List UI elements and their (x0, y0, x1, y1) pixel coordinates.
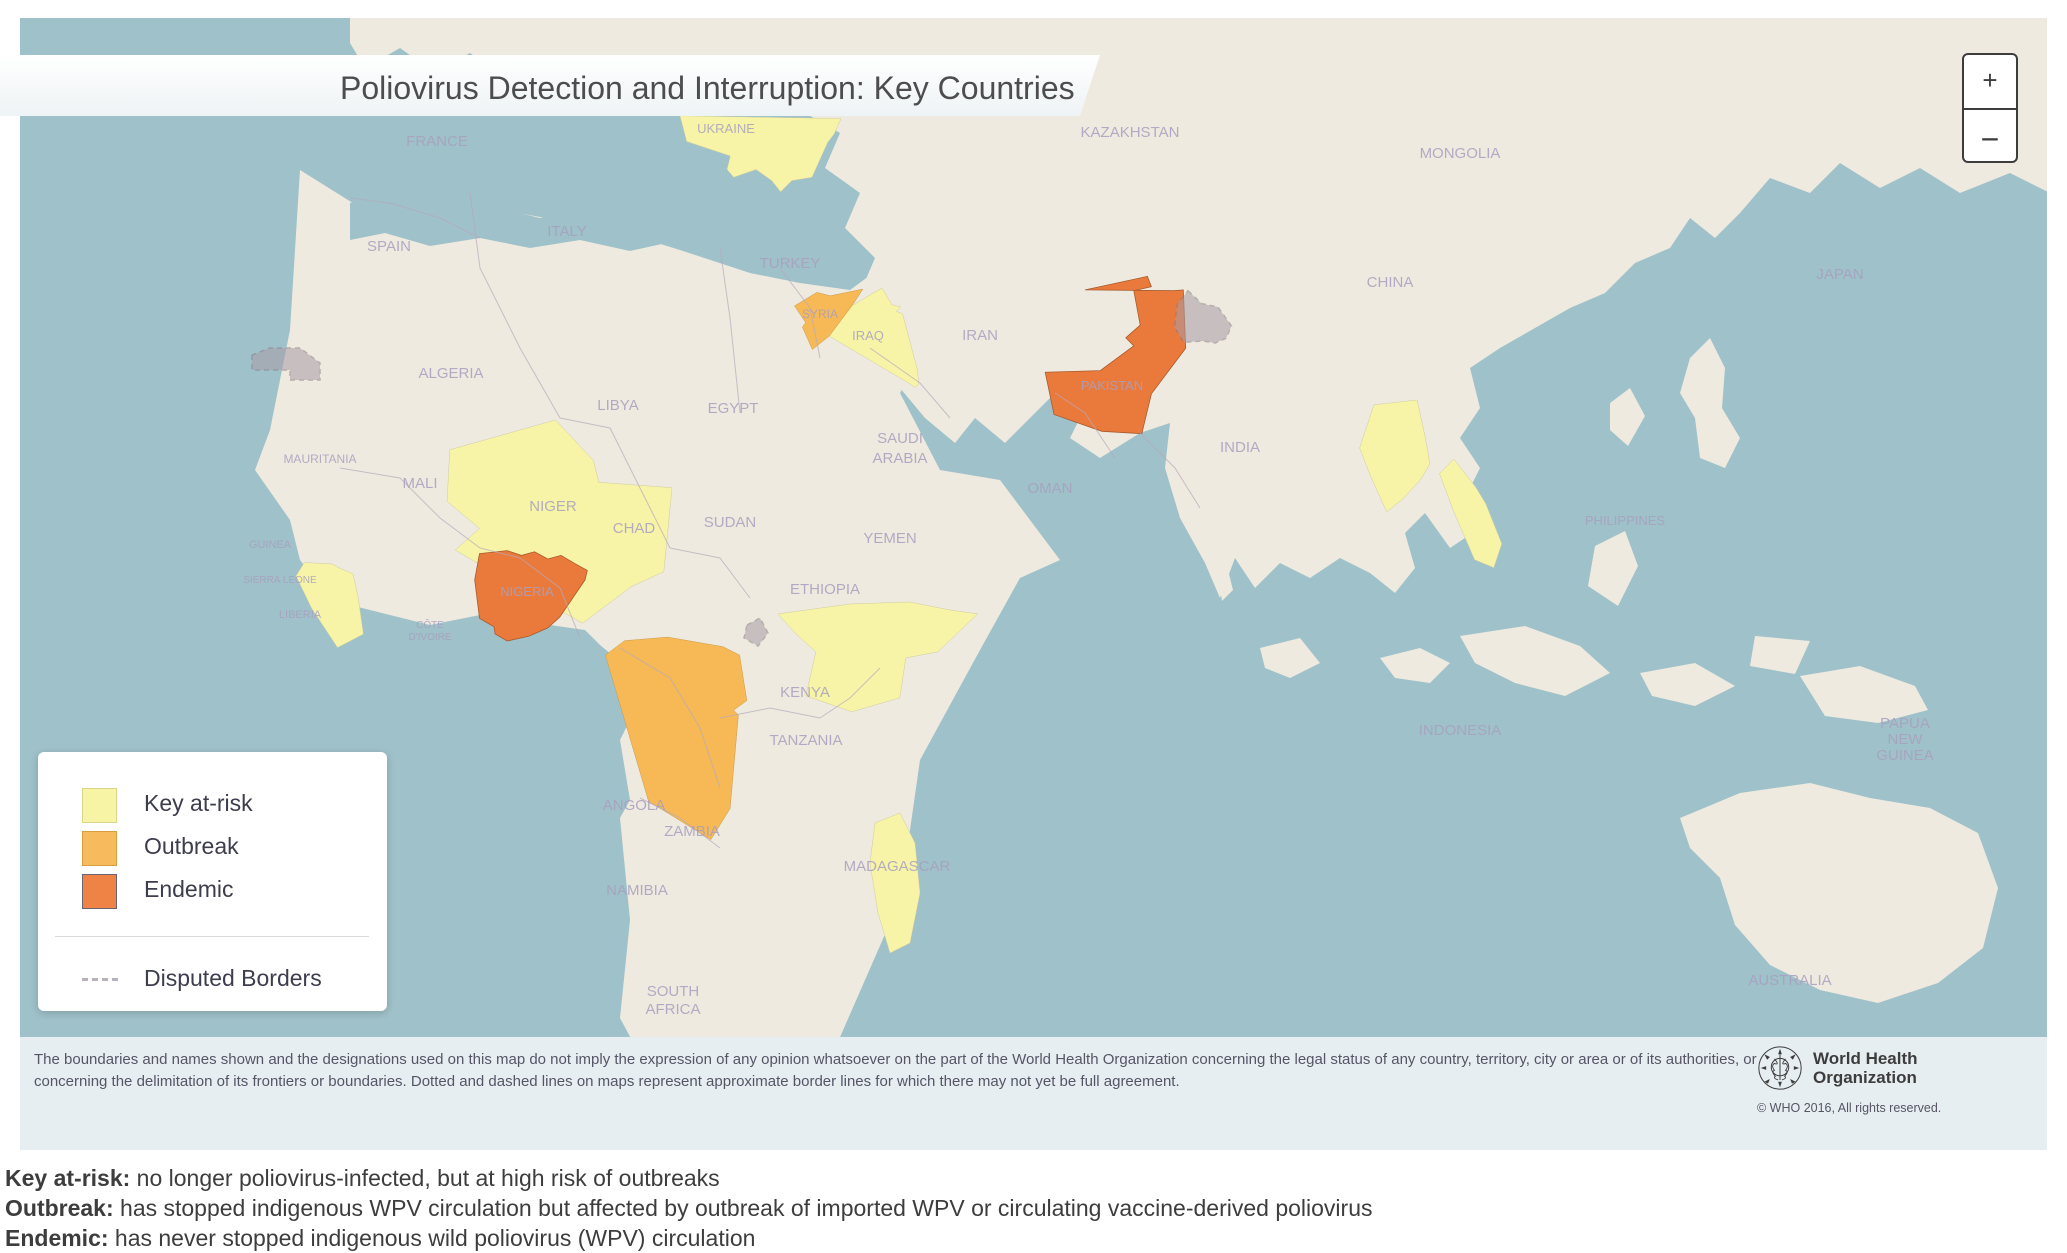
svg-text:INDONESIA: INDONESIA (1419, 722, 1502, 739)
svg-text:SAUDI: SAUDI (877, 430, 923, 447)
svg-text:CÔTE: CÔTE (416, 618, 444, 631)
svg-text:TURKEY: TURKEY (760, 255, 821, 272)
svg-text:PAKISTAN: PAKISTAN (1081, 378, 1143, 393)
svg-text:IRAQ: IRAQ (852, 328, 884, 343)
svg-text:MONGOLIA: MONGOLIA (1420, 145, 1501, 162)
svg-text:ZAMBIA: ZAMBIA (664, 823, 720, 840)
svg-text:MADAGASCAR: MADAGASCAR (844, 858, 951, 875)
svg-text:FRANCE: FRANCE (406, 133, 468, 150)
svg-text:SYRIA: SYRIA (802, 307, 838, 321)
svg-text:EGYPT: EGYPT (708, 400, 759, 417)
svg-text:GUINEA: GUINEA (1876, 747, 1934, 764)
svg-text:AFRICA: AFRICA (645, 1001, 700, 1018)
svg-text:SIERRA LEONE: SIERRA LEONE (243, 575, 317, 586)
svg-text:MAURITANIA: MAURITANIA (283, 452, 356, 466)
svg-text:ANGOLA: ANGOLA (603, 797, 666, 814)
svg-text:UKRAINE: UKRAINE (697, 121, 755, 136)
svg-text:IRAN: IRAN (962, 327, 998, 344)
svg-text:SOUTH: SOUTH (647, 983, 700, 1000)
svg-text:PHILIPPINES: PHILIPPINES (1585, 513, 1666, 528)
svg-text:GUINEA: GUINEA (249, 539, 292, 551)
svg-text:ARABIA: ARABIA (872, 450, 927, 467)
svg-text:SUDAN: SUDAN (704, 514, 757, 531)
svg-text:INDIA: INDIA (1220, 439, 1260, 456)
svg-text:LIBERIA: LIBERIA (279, 609, 322, 621)
svg-text:NAMIBIA: NAMIBIA (606, 882, 668, 899)
svg-text:SPAIN: SPAIN (367, 238, 411, 255)
svg-text:MALI: MALI (402, 475, 437, 492)
svg-text:NEW: NEW (1888, 731, 1924, 748)
svg-text:ETHIOPIA: ETHIOPIA (790, 581, 860, 598)
svg-text:NIGER: NIGER (529, 498, 577, 515)
svg-text:OMAN: OMAN (1028, 480, 1073, 497)
svg-text:CHAD: CHAD (613, 520, 656, 537)
svg-text:KENYA: KENYA (780, 684, 830, 701)
svg-text:TANZANIA: TANZANIA (769, 732, 842, 749)
svg-text:D'IVOIRE: D'IVOIRE (408, 632, 451, 643)
svg-text:KAZAKHSTAN: KAZAKHSTAN (1081, 124, 1180, 141)
svg-text:ALGERIA: ALGERIA (418, 365, 483, 382)
svg-text:AUSTRALIA: AUSTRALIA (1748, 972, 1831, 989)
svg-text:JAPAN: JAPAN (1816, 266, 1863, 283)
svg-text:PAPUA: PAPUA (1880, 715, 1930, 732)
svg-text:YEMEN: YEMEN (863, 530, 916, 547)
svg-text:ITALY: ITALY (547, 223, 586, 240)
svg-text:LIBYA: LIBYA (597, 397, 638, 414)
svg-text:NIGERIA: NIGERIA (500, 584, 554, 599)
svg-text:CHINA: CHINA (1367, 274, 1414, 291)
